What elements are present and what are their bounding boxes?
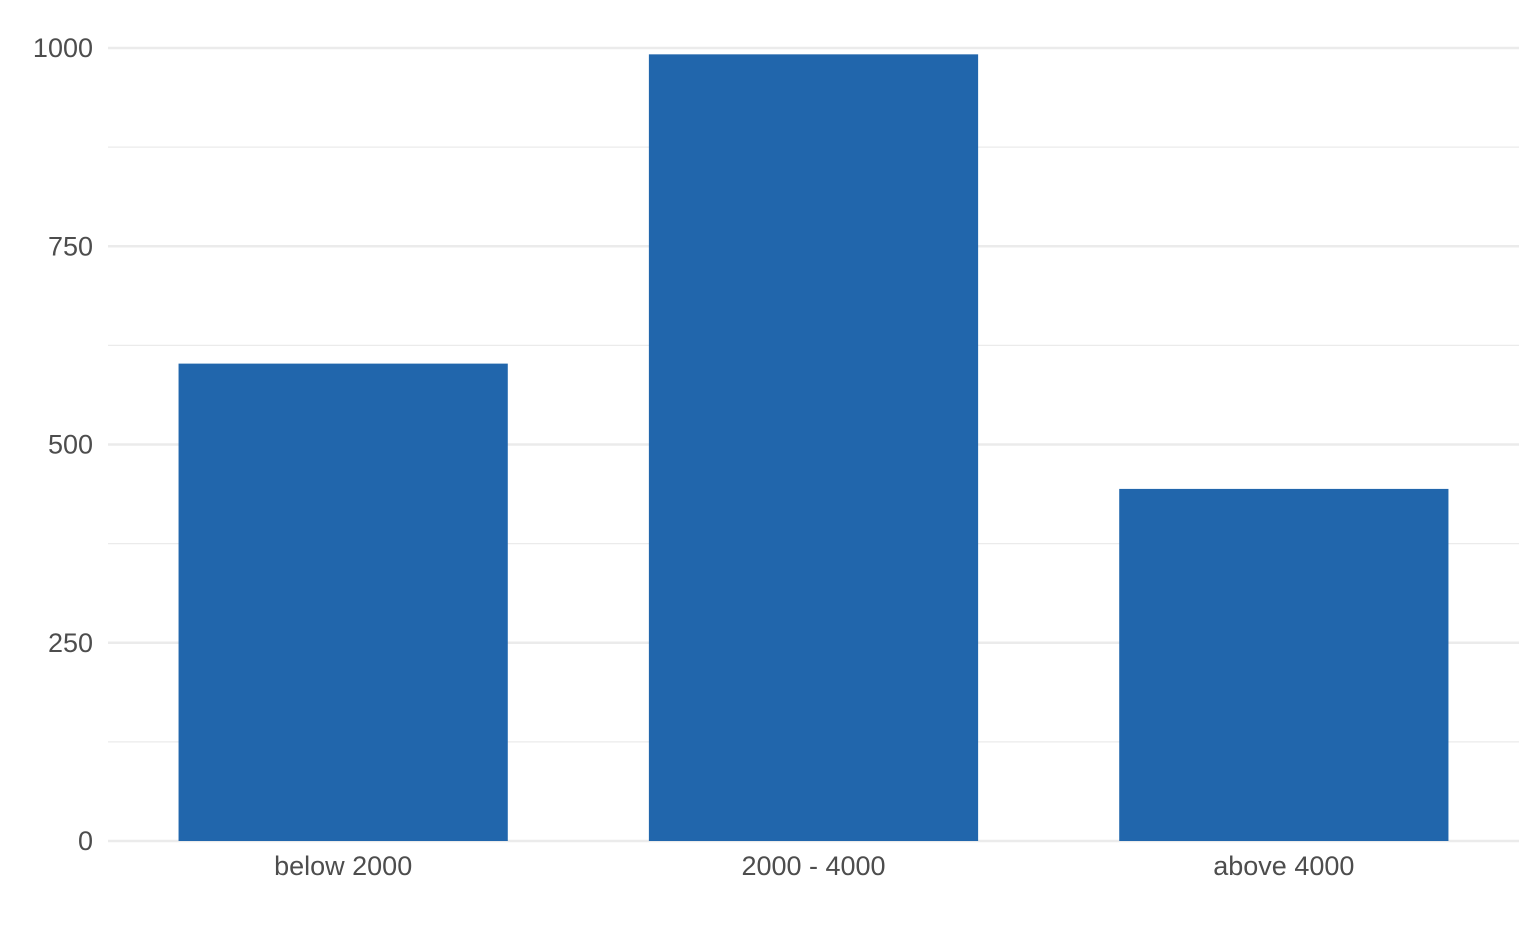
bar <box>178 363 508 841</box>
x-tick-label: below 2000 <box>274 851 412 881</box>
x-axis-ticks: below 2000 2000 - 4000 above 4000 <box>274 851 1354 881</box>
y-tick-label: 750 <box>48 231 93 261</box>
x-tick-label: 2000 - 4000 <box>741 851 885 881</box>
y-axis-ticks: 0 250 500 750 1000 <box>33 33 93 856</box>
y-tick-label: 0 <box>78 826 93 856</box>
y-tick-label: 250 <box>48 628 93 658</box>
bar <box>1119 488 1449 841</box>
y-tick-label: 500 <box>48 430 93 460</box>
bar <box>648 54 979 842</box>
x-tick-label: above 4000 <box>1213 851 1354 881</box>
y-tick-label: 1000 <box>33 33 93 63</box>
bar-layer <box>178 54 1449 842</box>
